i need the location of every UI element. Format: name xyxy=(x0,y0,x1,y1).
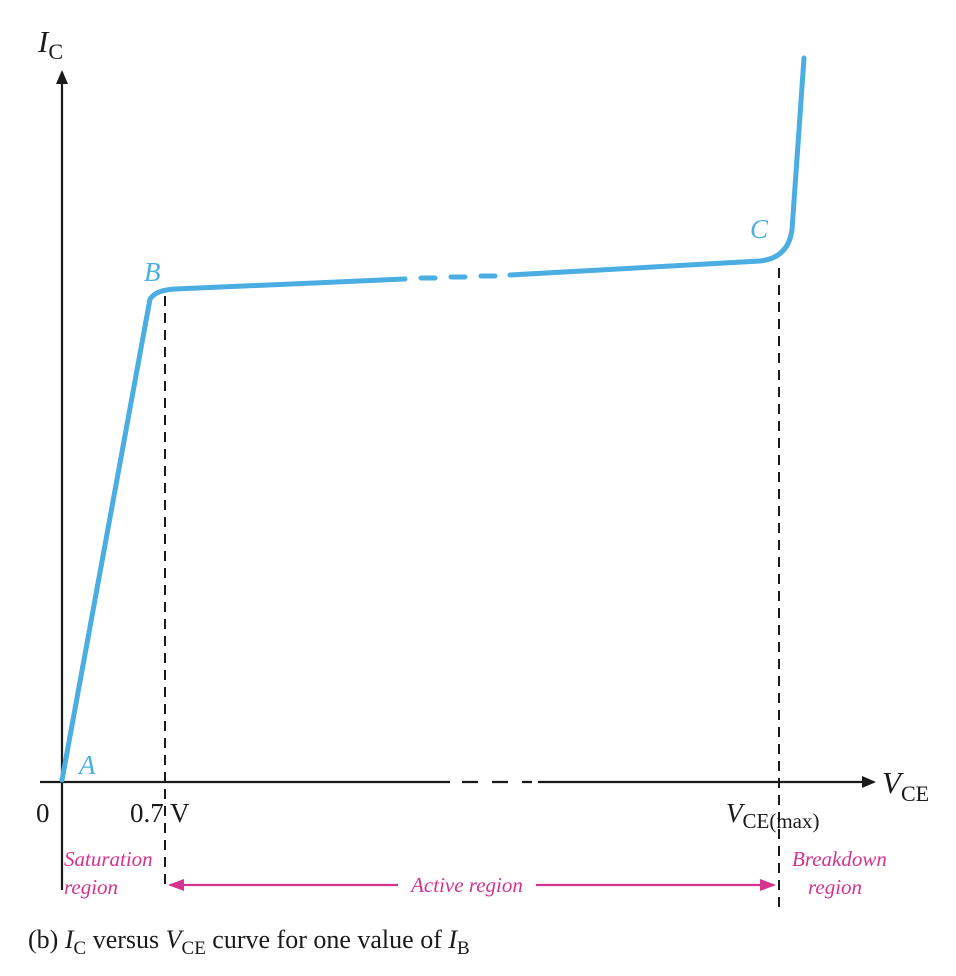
y-axis-label: IC xyxy=(37,24,63,64)
active-region-label: Active region xyxy=(409,873,523,897)
breakdown-region-label: Breakdown region xyxy=(792,847,892,899)
figure-caption: (b) IC versus VCE curve for one value of… xyxy=(28,925,470,959)
ic-vce-curve-active-breakdown xyxy=(507,55,807,278)
point-a-label: A xyxy=(77,750,96,780)
ic-vce-curve-rising xyxy=(59,276,408,783)
saturation-region-label: Saturation region xyxy=(64,847,158,899)
saturation-voltage-tick-label: 0.7 V xyxy=(130,798,190,828)
ic-vce-curve-broken-segment xyxy=(418,273,498,281)
point-c-label: C xyxy=(750,214,769,244)
origin-tick-label: 0 xyxy=(36,798,50,828)
point-b-label: B xyxy=(144,257,161,287)
vce-max-tick-label: VCE(max) xyxy=(726,798,819,833)
x-axis-label: VCE xyxy=(882,765,929,806)
